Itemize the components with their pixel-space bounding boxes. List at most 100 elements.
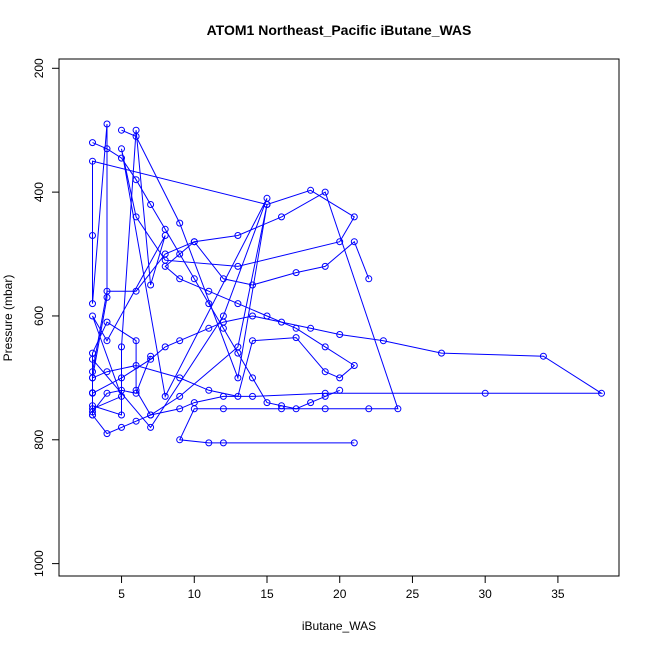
data-point — [234, 300, 242, 308]
data-point — [481, 389, 489, 397]
data-point — [89, 312, 96, 320]
data-point — [307, 324, 315, 332]
data-point — [147, 355, 155, 363]
y-tick-label: 800 — [32, 429, 46, 449]
data-point — [89, 389, 96, 397]
data-point — [89, 411, 96, 419]
data-point — [394, 405, 402, 413]
x-tick-label: 25 — [406, 587, 420, 601]
data-point — [132, 287, 140, 295]
data-point — [350, 439, 358, 447]
data-point — [234, 232, 242, 239]
data-point — [103, 318, 111, 326]
series-line — [92, 129, 370, 429]
data-point — [234, 392, 242, 400]
data-point — [89, 374, 96, 382]
data-point — [263, 399, 271, 407]
data-point — [365, 275, 373, 283]
data-point — [132, 176, 140, 184]
chart-title: ATOM1 Northeast_Pacific iButane_WAS — [207, 22, 472, 38]
data-point — [89, 300, 96, 308]
data-point — [89, 355, 96, 363]
data-point — [103, 287, 111, 295]
x-axis-label: iButane_WAS — [302, 619, 376, 633]
data-point — [176, 374, 184, 382]
x-tick-label: 30 — [479, 587, 493, 601]
data-point — [234, 262, 242, 270]
data-point — [365, 405, 373, 413]
data-point — [539, 352, 547, 360]
data-point — [176, 219, 184, 227]
data-point — [176, 337, 184, 345]
data-point — [176, 250, 184, 258]
data-point — [118, 154, 125, 162]
data-point — [132, 386, 140, 394]
x-axis: 5 10 15 20 25 30 35 — [118, 575, 565, 601]
data-point — [336, 374, 344, 382]
series-line — [92, 315, 604, 435]
data-point — [147, 201, 155, 208]
data-point — [118, 411, 125, 419]
data-point — [321, 392, 329, 400]
data-point — [234, 374, 242, 382]
data-point — [278, 213, 285, 221]
data-point — [176, 392, 184, 400]
data-point — [321, 262, 329, 270]
data-point — [307, 399, 315, 407]
data-point — [132, 389, 140, 397]
series-line — [92, 191, 399, 444]
data-point — [147, 411, 155, 419]
data-point — [103, 337, 111, 345]
data-point — [598, 389, 605, 397]
data-point — [132, 362, 140, 369]
data-point — [249, 281, 256, 289]
x-tick-label: 10 — [188, 587, 202, 601]
data-point — [350, 238, 358, 246]
data-point — [292, 334, 300, 342]
data-point — [118, 374, 125, 382]
data-point — [249, 312, 256, 320]
data-point — [321, 188, 329, 196]
x-tick-label: 35 — [551, 587, 565, 601]
data-point — [132, 337, 140, 345]
data-point — [118, 145, 125, 153]
data-point — [118, 343, 125, 351]
data-point — [205, 287, 213, 295]
data-point — [161, 262, 169, 270]
y-axis-label: Pressure (mbar) — [1, 275, 15, 362]
y-axis: 200 400 600 800 1000 — [32, 58, 60, 577]
data-point — [190, 405, 198, 413]
data-point — [249, 337, 256, 345]
data-point — [103, 430, 111, 438]
data-point — [350, 213, 358, 221]
data-point — [263, 194, 271, 202]
data-point — [219, 439, 227, 447]
x-tick-label: 5 — [118, 587, 125, 601]
y-tick-label: 400 — [32, 182, 46, 202]
x-tick-label: 20 — [333, 587, 347, 601]
data-point — [190, 238, 198, 246]
data-point — [292, 269, 300, 277]
data-point — [103, 120, 111, 128]
data-point — [321, 368, 329, 376]
data-point — [132, 417, 140, 425]
data-point — [205, 439, 213, 447]
data-point — [132, 213, 140, 221]
data-point — [278, 318, 285, 326]
data-point — [278, 402, 285, 410]
data-point — [307, 186, 315, 194]
data-point — [336, 331, 344, 338]
data-point — [103, 145, 111, 153]
data-point — [161, 392, 169, 400]
x-tick-label: 15 — [260, 587, 274, 601]
y-tick-label: 200 — [32, 58, 46, 78]
data-point — [249, 392, 256, 400]
y-tick-label: 1000 — [32, 550, 46, 577]
data-point — [118, 126, 125, 134]
data-point — [219, 324, 227, 332]
data-point — [176, 275, 184, 283]
data-point — [147, 423, 155, 431]
data-point — [336, 238, 344, 246]
data-point — [438, 349, 445, 357]
